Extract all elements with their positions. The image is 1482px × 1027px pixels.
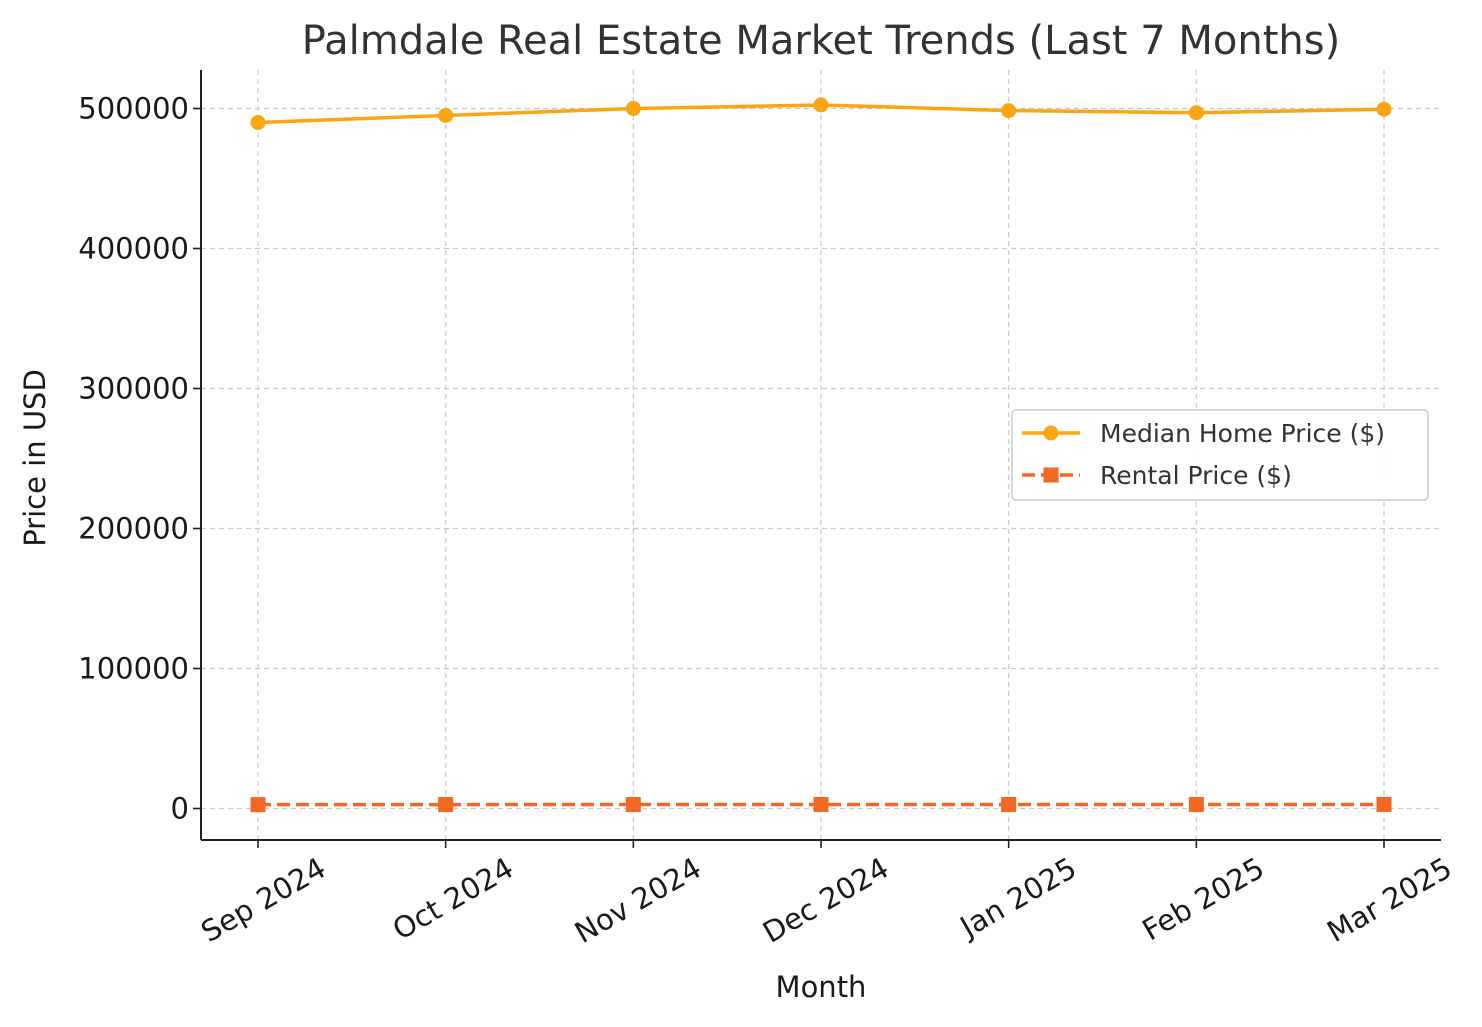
x-tick-label: Dec 2024 — [757, 851, 894, 950]
data-point-marker — [1377, 102, 1392, 117]
legend: Median Home Price ($) Rental Price ($) — [1012, 410, 1428, 500]
data-point-marker — [1001, 797, 1016, 812]
data-point-marker — [438, 797, 453, 812]
x-tick-label: Mar 2025 — [1321, 851, 1457, 949]
y-axis-label: Price in USD — [18, 369, 52, 547]
data-point-marker — [251, 115, 266, 130]
data-point-marker — [251, 797, 266, 812]
y-tick-label: 200000 — [78, 512, 189, 546]
x-tick-label: Sep 2024 — [195, 851, 331, 949]
data-point-marker — [814, 797, 829, 812]
data-point-marker — [626, 101, 641, 116]
tick-labels: Sep 2024 Oct 2024 Nov 2024 Dec 2024 Jan 2025… — [78, 92, 1457, 950]
x-tick-label: Jan 2025 — [953, 851, 1082, 945]
x-axis-label: Month — [776, 970, 867, 1004]
legend-label: Rental Price ($) — [1100, 461, 1292, 490]
y-tick-label: 100000 — [78, 652, 189, 686]
chart-title: Palmdale Real Estate Market Trends (Last… — [302, 18, 1340, 64]
data-point-marker — [438, 108, 453, 123]
x-tick-label: Oct 2024 — [387, 851, 519, 947]
data-point-marker — [814, 98, 829, 113]
y-tick-label: 0 — [171, 792, 189, 826]
data-point-marker — [1189, 105, 1204, 120]
legend-marker — [1044, 468, 1059, 483]
x-tick-label: Feb 2025 — [1136, 851, 1269, 948]
y-tick-label: 300000 — [78, 372, 189, 406]
data-point-marker — [1377, 797, 1392, 812]
data-point-marker — [1001, 103, 1016, 118]
legend-marker — [1044, 426, 1059, 441]
data-point-marker — [626, 797, 641, 812]
x-tick-label: Nov 2024 — [569, 851, 707, 950]
y-tick-label: 500000 — [78, 92, 189, 126]
data-point-marker — [1189, 797, 1204, 812]
y-tick-label: 400000 — [78, 232, 189, 266]
legend-label: Median Home Price ($) — [1100, 419, 1385, 448]
